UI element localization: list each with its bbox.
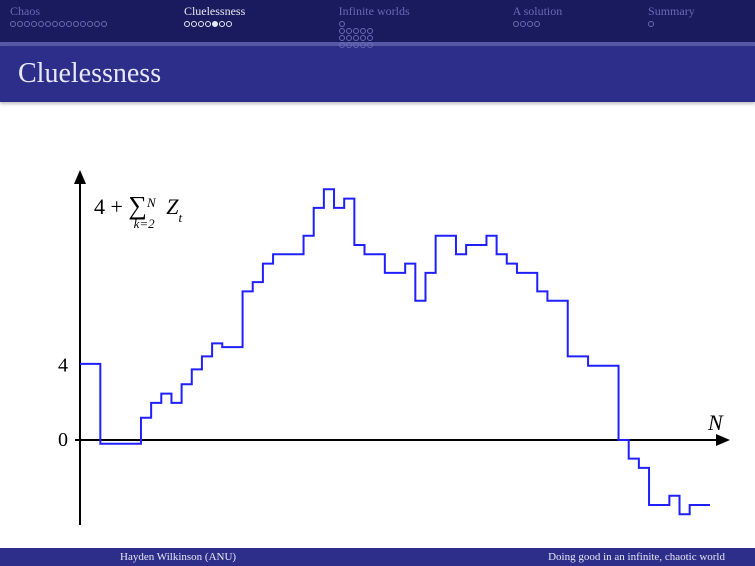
- nav-dots: [10, 21, 164, 27]
- nav-bar: Chaos Cluelessness Infinite worlds A sol…: [0, 0, 755, 42]
- svg-text:N: N: [707, 410, 724, 435]
- svg-text:4: 4: [58, 355, 68, 377]
- nav-label: A solution: [513, 4, 628, 19]
- nav-dots: [339, 21, 493, 48]
- svg-text:4 + ∑Nk=2 Zt: 4 + ∑Nk=2 Zt: [94, 191, 182, 231]
- nav-label: Summary: [648, 4, 725, 19]
- nav-section-solution[interactable]: A solution: [513, 4, 628, 42]
- nav-section-chaos[interactable]: Chaos: [10, 4, 164, 42]
- footer-author: Hayden Wilkinson (ANU): [120, 551, 236, 563]
- nav-label: Chaos: [10, 4, 164, 19]
- nav-dots: [648, 21, 725, 27]
- nav-section-infinite[interactable]: Infinite worlds: [339, 4, 493, 42]
- nav-dots: [513, 21, 628, 27]
- chart-svg: 0 4 N 4 + ∑Nk=2 Zt: [30, 170, 730, 530]
- nav-label: Infinite worlds: [339, 4, 493, 19]
- svg-text:0: 0: [58, 429, 68, 451]
- random-walk-chart: 0 4 N 4 + ∑Nk=2 Zt: [30, 170, 730, 530]
- nav-dots: [184, 21, 319, 27]
- slide-title: Cluelessness: [18, 58, 161, 90]
- nav-section-summary[interactable]: Summary: [648, 4, 725, 42]
- footer-bar: Hayden Wilkinson (ANU) Doing good in an …: [0, 548, 755, 566]
- title-bar: Cluelessness: [0, 46, 755, 102]
- nav-section-cluelessness[interactable]: Cluelessness: [184, 4, 319, 42]
- footer-title: Doing good in an infinite, chaotic world: [548, 551, 725, 563]
- nav-label: Cluelessness: [184, 4, 319, 19]
